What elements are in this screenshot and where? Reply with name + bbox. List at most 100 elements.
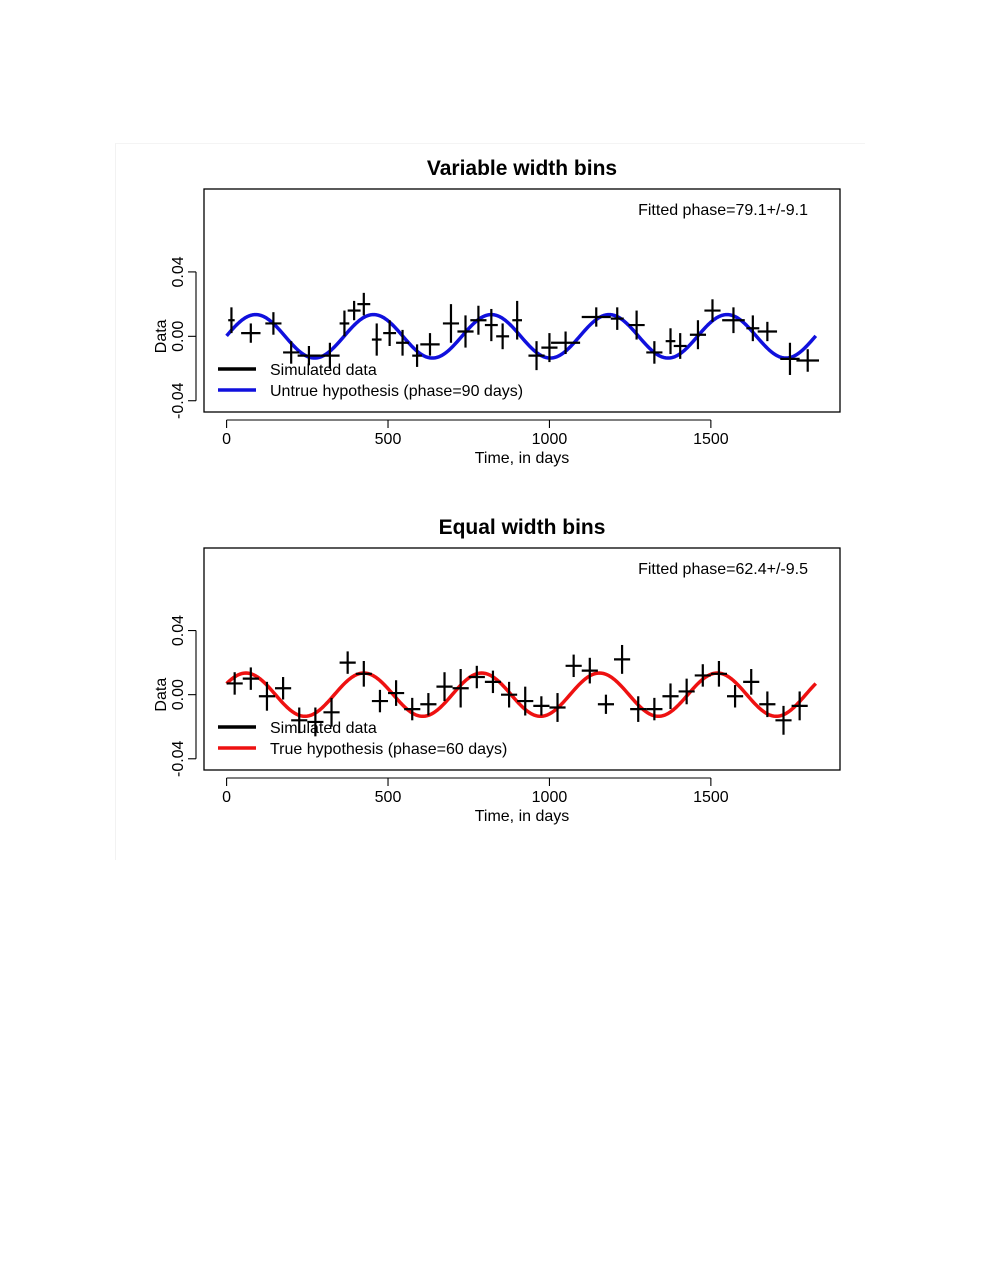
x-tick-label: 500 [375, 789, 402, 806]
data-point [512, 300, 522, 340]
data-point [242, 667, 259, 690]
plot-area [203, 547, 841, 771]
data-point [323, 697, 340, 727]
data-point [226, 672, 243, 695]
data-point [339, 651, 356, 674]
data-point [468, 665, 485, 689]
data-point [347, 300, 361, 321]
data-point [704, 299, 721, 322]
data-point [727, 685, 744, 708]
x-tick-label: 500 [375, 431, 402, 448]
data-point [551, 331, 581, 355]
data-point [396, 329, 410, 356]
data-point [420, 693, 437, 716]
data-point [258, 681, 276, 711]
y-tick-label: -0.04 [170, 382, 187, 419]
data-point [388, 680, 405, 706]
plot-area [203, 188, 841, 413]
x-axis-label: Time, in days [475, 808, 570, 825]
data-point [436, 672, 453, 702]
x-tick-label: 0 [222, 431, 231, 448]
y-tick-label: 0.00 [170, 679, 187, 710]
x-tick-label: 1000 [532, 789, 568, 806]
x-tick-label: 1500 [693, 431, 729, 448]
legend-label: Simulated data [270, 720, 377, 737]
figure-frame [115, 143, 865, 860]
data-point [581, 657, 598, 684]
data-point [320, 342, 340, 369]
y-tick-label: 0.00 [170, 321, 187, 352]
data-point [265, 312, 282, 335]
data-point [646, 341, 663, 364]
fitted-phase-annotation: Fitted phase=62.4+/-9.5 [638, 561, 808, 578]
data-point [383, 320, 397, 346]
data-point [565, 654, 582, 678]
data-point [689, 320, 707, 350]
data-point [291, 707, 308, 734]
data-point [371, 689, 389, 713]
legend-label: Untrue hypothesis (phase=90 days) [270, 383, 523, 400]
data-point [241, 323, 261, 343]
data-point [796, 349, 820, 372]
x-tick-label: 0 [222, 789, 231, 806]
y-tick-label: -0.04 [170, 740, 187, 777]
data-point [228, 307, 235, 334]
data-point [275, 677, 292, 700]
data-point [759, 691, 776, 718]
data-point [722, 307, 745, 334]
data-point [757, 321, 778, 342]
chart-panel-2: Equal width bins 0 500 1000 1500 Time, in day… [153, 516, 841, 825]
data-point [339, 310, 350, 337]
data-point [297, 345, 321, 366]
data-point [780, 342, 800, 375]
chart-title: Variable width bins [427, 157, 617, 180]
data-point [662, 683, 679, 710]
y-tick-label: 0.04 [170, 256, 187, 287]
legend-label: Simulated data [270, 362, 377, 379]
data-point [743, 669, 760, 695]
data-point [533, 696, 550, 716]
x-tick-label: 1500 [693, 789, 729, 806]
data-point [597, 694, 615, 714]
data-point [646, 697, 663, 721]
data-point [283, 341, 300, 364]
data-point [452, 669, 469, 708]
data-point [665, 328, 676, 355]
x-axis-label: Time, in days [475, 450, 570, 467]
y-axis-label: Data [153, 319, 170, 353]
data-point [630, 696, 647, 722]
data-point [496, 323, 510, 350]
data-point [541, 333, 558, 363]
data-point [371, 323, 382, 356]
data-point [420, 333, 440, 356]
data-point [581, 307, 611, 327]
data-point [484, 308, 498, 342]
x-tick-label: 1000 [532, 431, 568, 448]
data-point [457, 315, 474, 348]
data-point [710, 661, 728, 687]
chart-panel-1: Variable width bins 0 500 1000 1500 Time, in … [153, 157, 841, 467]
data-point [484, 670, 502, 694]
data-point [470, 305, 487, 335]
data-point [610, 307, 624, 330]
data-point [357, 292, 371, 316]
y-tick-label: 0.04 [170, 615, 187, 646]
data-point [746, 315, 760, 342]
data-point [528, 341, 545, 371]
data-point [775, 705, 792, 735]
chart-title: Equal width bins [439, 516, 606, 539]
data-point [628, 310, 645, 340]
data-point [673, 333, 687, 359]
legend-label: True hypothesis (phase=60 days) [270, 741, 507, 758]
data-point [694, 664, 711, 687]
data-point [412, 344, 422, 367]
data-point [307, 707, 324, 737]
data-point [442, 304, 460, 343]
data-point [404, 697, 421, 721]
data-point [791, 691, 808, 721]
data-point [614, 644, 631, 674]
data-point [549, 693, 566, 722]
data-point [678, 678, 695, 705]
fitted-phase-annotation: Fitted phase=79.1+/-9.1 [638, 202, 808, 219]
